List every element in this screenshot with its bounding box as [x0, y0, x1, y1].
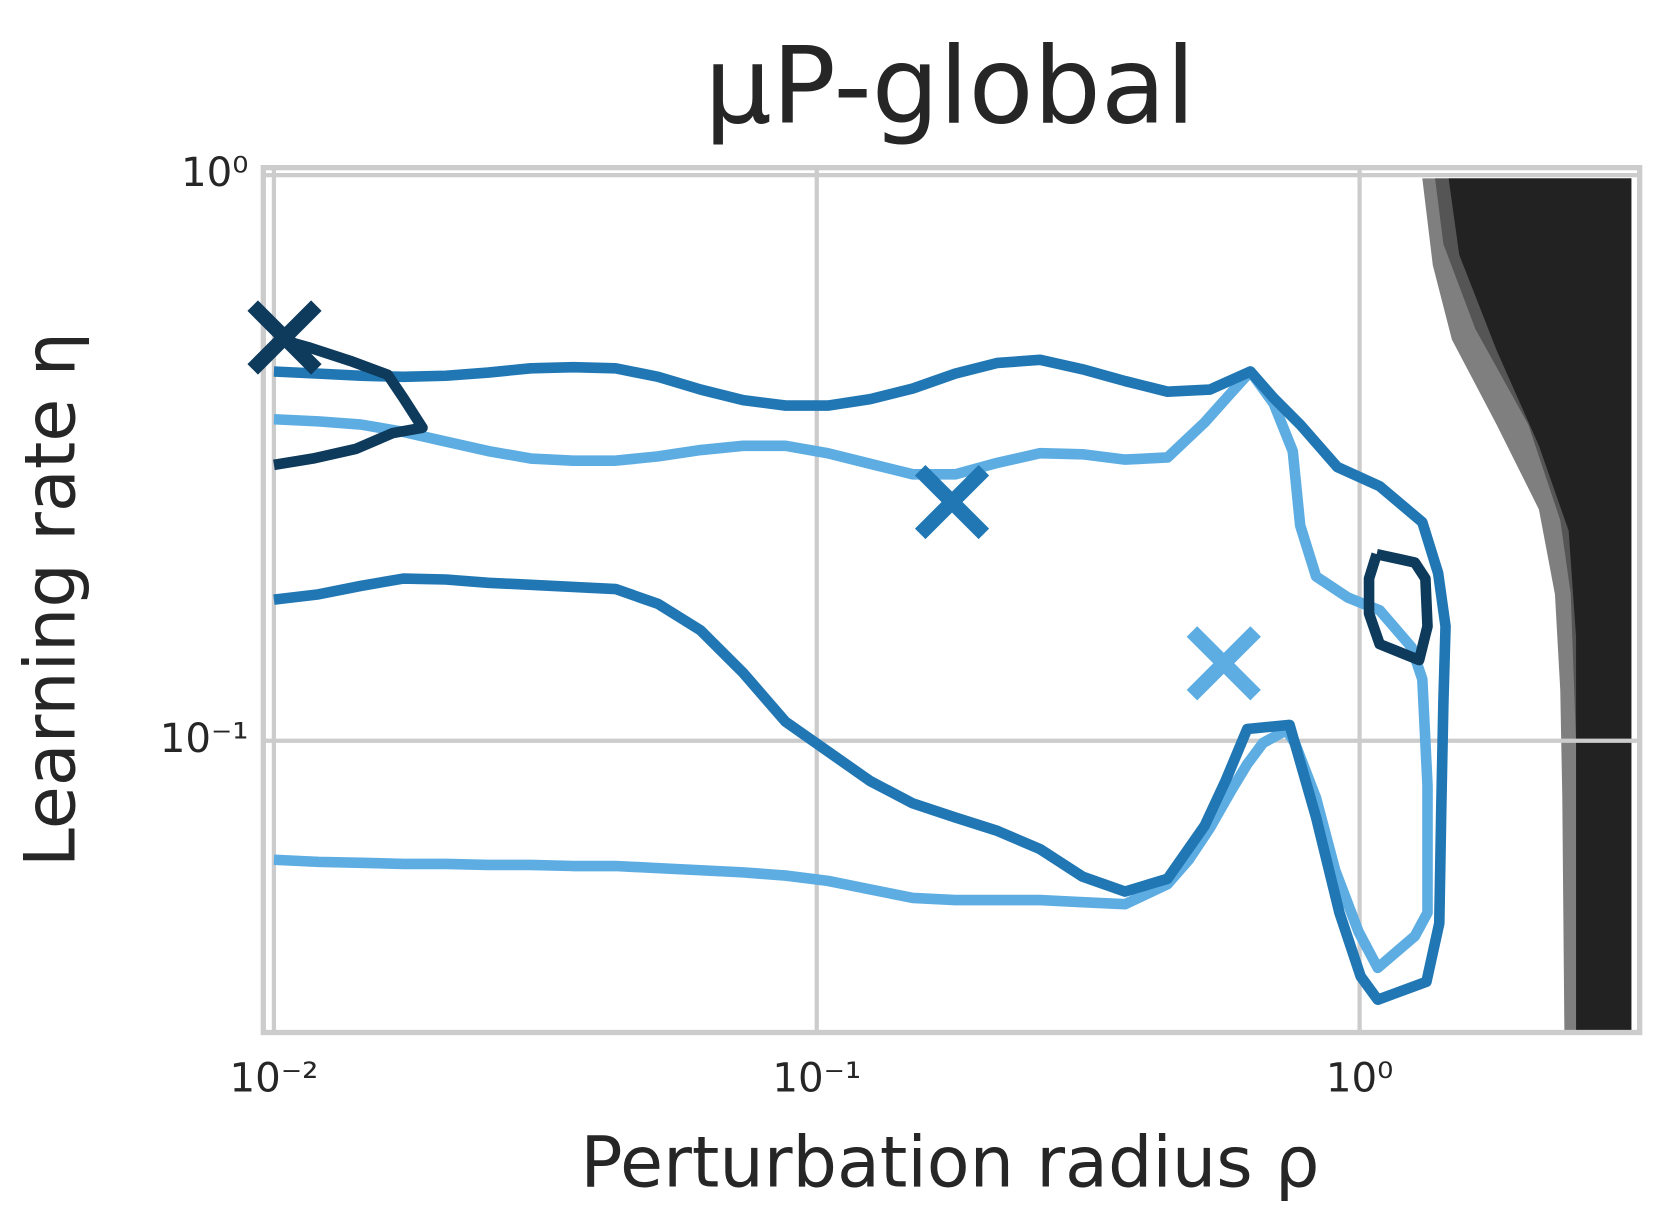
x-tick-label: 10⁻² — [230, 1054, 319, 1101]
contour-line — [273, 366, 1433, 974]
y-tick-label: 10⁰ — [181, 149, 248, 196]
contour-line — [272, 332, 1433, 666]
x-tick-label: 10⁰ — [1326, 1054, 1393, 1101]
y-axis-label: Learning rate η — [9, 332, 91, 867]
unstable-region — [1448, 178, 1632, 1033]
optimum-marker — [1186, 626, 1261, 701]
x-axis-label: Perturbation radius ρ — [580, 1121, 1319, 1203]
y-tick-label: 10⁻¹ — [160, 715, 249, 762]
chart-title: μP-global — [704, 26, 1195, 149]
optimum-marker — [914, 464, 990, 540]
contour-line — [273, 354, 1451, 1006]
optimum-marker — [247, 300, 322, 375]
plot-frame — [260, 165, 1643, 1036]
x-tick-label: 10⁻¹ — [772, 1054, 861, 1101]
